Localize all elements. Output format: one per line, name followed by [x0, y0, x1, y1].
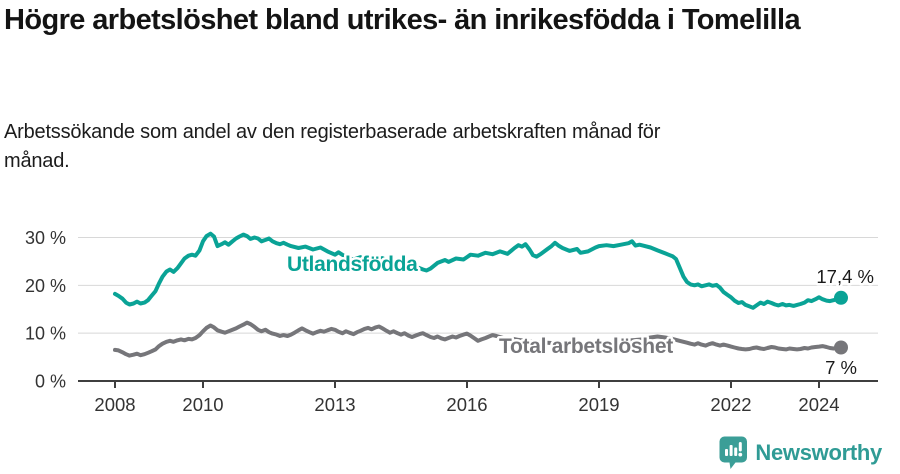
- header: Högre arbetslöshet bland utrikes- än inr…: [4, 2, 896, 39]
- x-axis-tick-label: 2008: [94, 394, 135, 415]
- chart-title: Högre arbetslöshet bland utrikes- än inr…: [4, 4, 801, 36]
- total-arbetsloshet-end-dot: [834, 340, 848, 355]
- newsworthy-brand-text: Newsworthy: [755, 440, 882, 465]
- line-chart-svg: 0 % 10 % 20 % 30 % 2008 2010 2013 2016 2019 2022 2…: [25, 228, 878, 415]
- utlandsfodda-label: Utlandsfödda: [287, 253, 418, 276]
- y-axis-tick-label: 0 %: [35, 372, 66, 392]
- y-axis-tick-label: 30 %: [25, 228, 66, 248]
- y-axis-tick-label: 20 %: [25, 276, 66, 296]
- total-arbetsloshet-line: [113, 320, 843, 358]
- x-axis-tick-label: 2016: [446, 394, 487, 415]
- newsworthy-logo: Newsworthy: [719, 436, 882, 470]
- x-axis-tick-label: 2019: [578, 394, 619, 415]
- x-axis-tick-label: 2013: [314, 394, 355, 415]
- bar-chart-speech-bubble-icon: [719, 436, 748, 469]
- total-arbetsloshet-label: Total arbetslöshet: [499, 335, 673, 358]
- x-axis-tick-label: 2010: [182, 394, 223, 415]
- x-axis-tick-label: 2024: [798, 394, 839, 415]
- utlandsfodda-value-label: 17,4 %: [816, 266, 874, 287]
- utlandsfodda-end-dot: [834, 290, 848, 305]
- x-axis-tick-label: 2022: [710, 394, 751, 415]
- chart-subtitle: Arbetssökande som andel av den registerb…: [4, 121, 661, 172]
- total-arbetsloshet-value-label: 7 %: [825, 357, 857, 378]
- line-chart: 0 % 10 % 20 % 30 % 2008 2010 2013 2016 2019 2022 2…: [0, 212, 900, 462]
- utlandsfodda-line: [113, 231, 843, 310]
- y-axis-tick-label: 10 %: [25, 324, 66, 344]
